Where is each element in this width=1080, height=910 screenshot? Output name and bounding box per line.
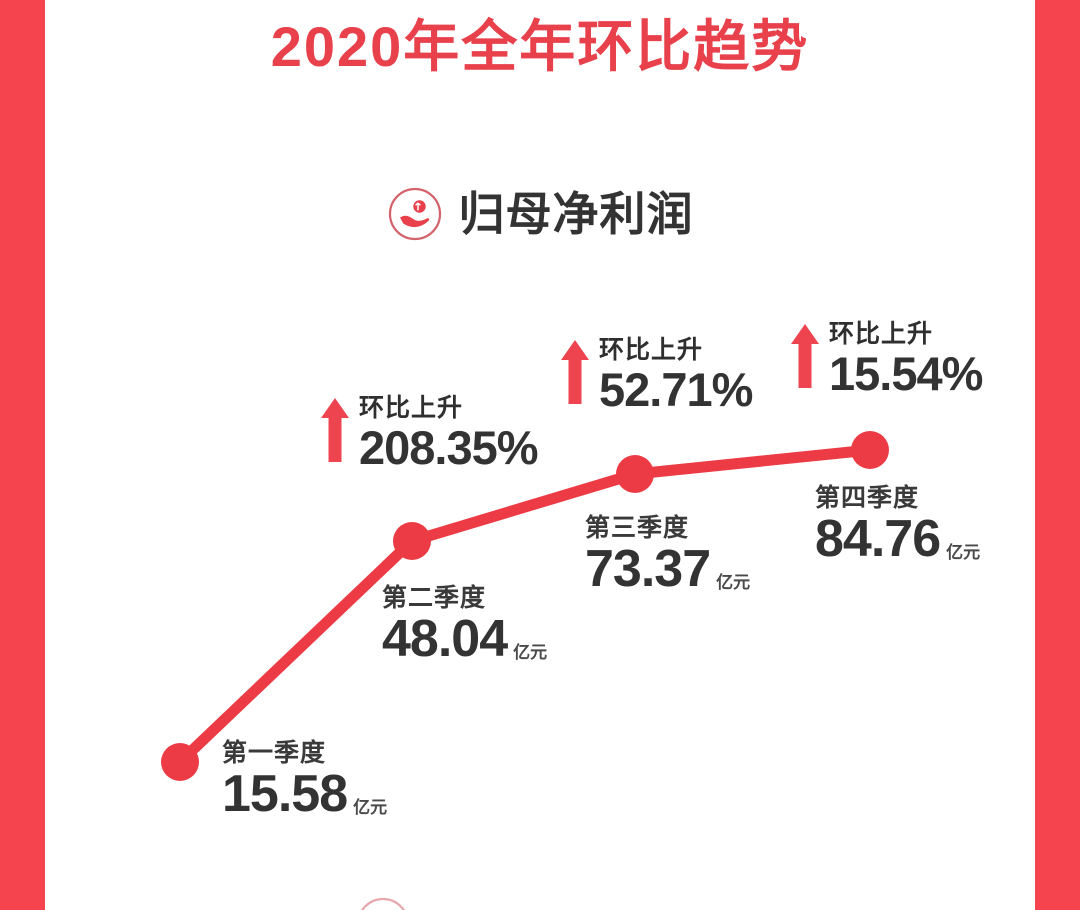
growth-annotation-q2-q3-caption: 环比上升 [599, 336, 704, 364]
growth-annotation-q1-q2-caption: 环比上升 [359, 394, 464, 422]
hand-holding-coin-icon [388, 187, 441, 241]
growth-annotation-q2-q3-text: 环比上升 52.71% [599, 336, 753, 416]
data-label-q2-value-row: 48.04 亿元 [382, 613, 547, 665]
data-label-q4: 第四季度 84.76 亿元 [815, 484, 980, 565]
data-label-q2-value: 48.04 [382, 609, 508, 668]
arrow-up-icon [561, 340, 589, 404]
data-point-marker-q4 [851, 431, 889, 469]
growth-annotation-q3-q4: 环比上升 15.54% [790, 320, 983, 400]
arrow-up-icon [321, 398, 349, 462]
data-label-q3-unit: 亿元 [716, 572, 751, 592]
section-label: 归母净利润 [458, 188, 694, 240]
growth-annotation-q1-q2-text: 环比上升 208.35% [359, 394, 539, 474]
data-label-q1-unit: 亿元 [353, 797, 388, 817]
arrow-up-icon [791, 324, 819, 388]
data-label-q1: 第一季度 15.58 亿元 [222, 739, 387, 820]
page-title: 2020年全年环比趋势 [270, 15, 810, 78]
data-label-q4-value-row: 84.76 亿元 [815, 513, 980, 565]
data-label-q3-name: 第三季度 [585, 514, 690, 542]
data-point-marker-q2 [393, 522, 431, 560]
data-label-q3: 第三季度 73.37 亿元 [585, 514, 750, 595]
data-label-q1-value: 15.58 [222, 764, 348, 823]
data-label-q4-name: 第四季度 [815, 484, 920, 512]
data-label-q1-name: 第一季度 [222, 739, 327, 767]
growth-annotation-q3-q4-text: 环比上升 15.54% [829, 320, 983, 400]
growth-annotation-q2-q3: 环比上升 52.71% [560, 336, 753, 416]
data-label-q3-value: 73.37 [585, 539, 711, 598]
growth-annotation-q1-q2-value: 208.35% [359, 420, 539, 474]
data-point-marker-q3 [616, 455, 654, 493]
data-label-q4-value: 84.76 [815, 509, 941, 568]
data-label-q3-value-row: 73.37 亿元 [585, 543, 750, 595]
data-label-q2-unit: 亿元 [513, 642, 548, 662]
left-red-rail [0, 0, 45, 910]
data-label-q2-name: 第二季度 [382, 584, 487, 612]
data-point-marker-q1 [161, 743, 199, 781]
right-red-rail [1035, 0, 1080, 910]
growth-annotation-q2-q3-value: 52.71% [599, 362, 753, 416]
data-label-q4-unit: 亿元 [946, 542, 981, 562]
section-header: 归母净利润 [0, 186, 1080, 242]
growth-annotation-q3-q4-caption: 环比上升 [829, 320, 934, 348]
growth-annotation-q3-q4-value: 15.54% [829, 346, 983, 400]
partial-circle-icon [360, 897, 406, 910]
data-label-q2: 第二季度 48.04 亿元 [382, 584, 547, 665]
data-label-q1-value-row: 15.58 亿元 [222, 768, 387, 820]
growth-annotation-q1-q2: 环比上升 208.35% [320, 394, 539, 474]
